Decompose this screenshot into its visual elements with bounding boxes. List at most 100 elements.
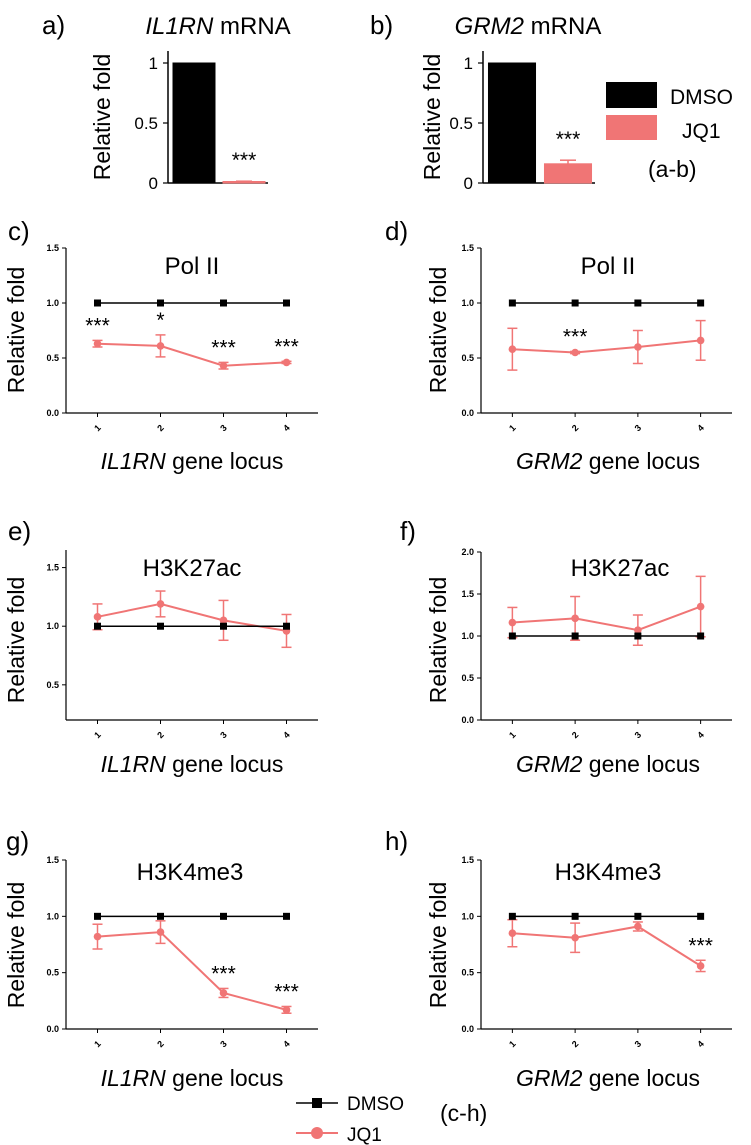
significance-label: ***	[688, 934, 713, 957]
y-tick-label: 0.5	[134, 114, 158, 133]
y-axis-label: Relative fold	[425, 882, 451, 1009]
y-axis-label: Relative fold	[3, 882, 29, 1009]
x-tick-label: 2	[570, 730, 581, 741]
point-dmso	[634, 912, 642, 920]
point-dmso	[157, 299, 164, 307]
panel-title: GRM2 mRNA	[455, 13, 602, 40]
x-axis-label-rest: gene locus	[582, 448, 700, 474]
panel-title-rest: mRNA	[213, 13, 290, 40]
panel-title: H3K27ac	[143, 555, 242, 582]
point-dmso	[697, 299, 705, 307]
y-tick-label: 0.5	[449, 114, 473, 133]
panel-c: c) Pol II Relative fold IL1RN gene locus 0.0…	[3, 216, 318, 474]
point-jq1	[696, 962, 705, 970]
point-dmso	[571, 299, 579, 307]
x-axis-label-rest: gene locus	[166, 448, 284, 474]
point-dmso	[157, 912, 164, 920]
point-jq1	[93, 339, 102, 348]
y-tick-label: 0.5	[461, 673, 474, 683]
x-tick-label: 3	[633, 1039, 644, 1050]
point-dmso	[220, 622, 227, 630]
panel-label: c)	[8, 216, 30, 246]
legend-note-ch: (c-h)	[440, 1100, 487, 1126]
y-tick-label: 1.5	[461, 243, 474, 253]
series-line-jq1	[97, 342, 287, 367]
point-dmso	[220, 912, 227, 920]
bar-dmso	[487, 62, 537, 184]
y-tick-label: 0.5	[461, 968, 474, 978]
legend-label-dmso: DMSO	[347, 1094, 404, 1115]
x-tick-label: 2	[570, 1039, 581, 1050]
point-dmso	[94, 622, 101, 630]
panel-title: IL1RN mRNA	[145, 13, 290, 40]
point-jq1	[696, 336, 705, 345]
y-axis-label: Relative fold	[425, 577, 451, 704]
panel-title: H3K4me3	[555, 859, 662, 886]
y-tick-label: 0.5	[461, 353, 474, 363]
legend-swatch-dmso	[606, 82, 657, 108]
panel-title: H3K27ac	[571, 555, 670, 582]
x-axis-label-rest: gene locus	[582, 1065, 700, 1091]
x-tick-label: 3	[218, 423, 229, 434]
y-axis-label: Relative fold	[425, 267, 451, 394]
y-tick-label: 1.0	[46, 621, 59, 631]
y-tick-label: 0.5	[46, 968, 59, 978]
point-jq1	[219, 616, 228, 625]
point-jq1	[282, 1006, 291, 1014]
legend-ch: DMSO JQ1 (c-h)	[296, 1094, 487, 1145]
x-tick-label: 1	[92, 730, 103, 741]
legend-marker-dmso	[312, 1098, 322, 1108]
y-tick-label: 1.5	[461, 855, 474, 865]
significance-label: ***	[274, 335, 299, 358]
legend-note-ab: (a-b)	[648, 156, 697, 182]
y-axis-label: Relative fold	[419, 54, 445, 181]
bar-dmso	[172, 62, 216, 184]
point-jq1	[571, 933, 579, 942]
point-jq1	[634, 343, 642, 351]
y-tick-label: 1.0	[46, 911, 59, 921]
x-tick-label: 4	[281, 1039, 292, 1050]
point-jq1	[156, 928, 165, 936]
point-dmso	[508, 632, 516, 640]
y-tick-label: 0.0	[46, 408, 59, 418]
x-axis-label: IL1RN gene locus	[101, 1065, 284, 1091]
x-axis-label: IL1RN gene locus	[101, 751, 284, 777]
panel-label: b)	[370, 10, 393, 40]
legend-marker-jq1	[311, 1127, 323, 1139]
series-line-jq1	[97, 931, 287, 1011]
x-tick-label: 1	[92, 423, 103, 434]
y-tick-label: 0.0	[461, 408, 474, 418]
point-dmso	[94, 299, 101, 307]
x-tick-label: 4	[281, 423, 292, 434]
panel-e: e) H3K27ac Relative fold IL1RN gene locus 0.…	[3, 516, 318, 777]
x-axis-label-italic: GRM2	[516, 1065, 583, 1091]
y-tick-label: 1.0	[461, 911, 474, 921]
series-line-jq1	[512, 925, 702, 967]
point-jq1	[219, 361, 228, 370]
panel-label: a)	[42, 10, 65, 40]
point-dmso	[283, 299, 290, 307]
y-tick-label: 0.5	[46, 353, 59, 363]
point-jq1	[508, 929, 517, 938]
point-jq1	[156, 600, 165, 608]
panel-label: f)	[400, 516, 416, 546]
point-jq1	[508, 618, 517, 627]
y-tick-label: 1.5	[461, 589, 474, 599]
x-tick-label: 2	[155, 1039, 166, 1050]
y-tick-label: 0.0	[461, 1024, 474, 1034]
significance-label: ***	[274, 980, 299, 1003]
x-axis-label-italic: GRM2	[516, 448, 583, 474]
x-tick-label: 3	[218, 1039, 229, 1050]
bar-jq1	[543, 163, 593, 184]
y-tick-label: 1.5	[46, 243, 59, 253]
x-tick-label: 1	[507, 423, 518, 434]
x-tick-label: 2	[155, 730, 166, 741]
point-dmso	[157, 622, 164, 630]
legend-ab: DMSO JQ1 (a-b)	[606, 82, 733, 182]
y-axis-label: Relative fold	[3, 267, 29, 394]
point-dmso	[571, 912, 579, 920]
x-tick-label: 4	[281, 730, 292, 741]
panel-d: d) Pol II Relative fold GRM2 gene locus 0.0 0…	[385, 216, 732, 474]
y-tick-label: 1	[464, 54, 473, 73]
